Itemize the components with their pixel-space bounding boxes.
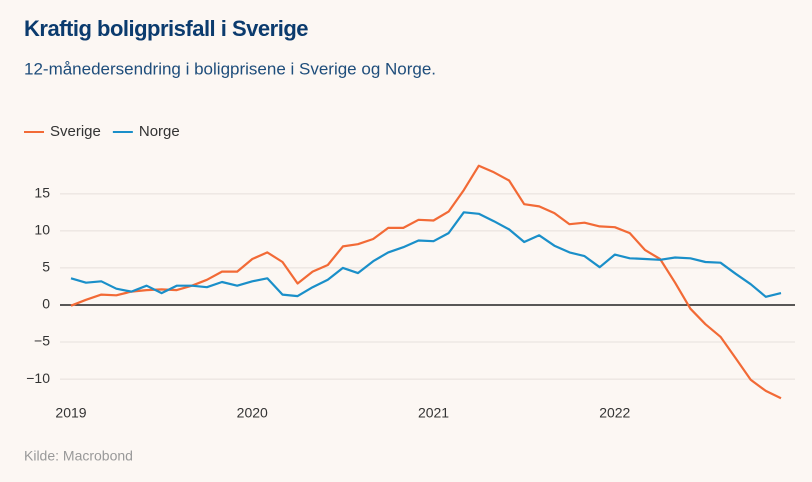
chart-title: Kraftig boligprisfall i Sverige — [24, 16, 308, 41]
y-tick-label: −5 — [34, 333, 50, 349]
legend-label: Norge — [139, 123, 180, 140]
y-tick-label: −10 — [26, 370, 50, 386]
x-tick-label: 2022 — [599, 405, 630, 421]
y-tick-label: 10 — [34, 222, 50, 238]
legend-label: Sverige — [50, 123, 101, 140]
source: Kilde: Macrobond — [24, 448, 133, 464]
series-line — [70, 211, 782, 298]
y-tick-label: 0 — [42, 296, 50, 312]
x-tick-label: 2020 — [237, 405, 268, 421]
x-tick-label: 2021 — [418, 405, 449, 421]
chart-subtitle: 12-månedersendring i boligprisene i Sver… — [24, 59, 436, 78]
x-tick-label: 2019 — [55, 405, 86, 421]
y-tick-label: 15 — [34, 185, 50, 201]
y-tick-label: 5 — [42, 259, 50, 275]
